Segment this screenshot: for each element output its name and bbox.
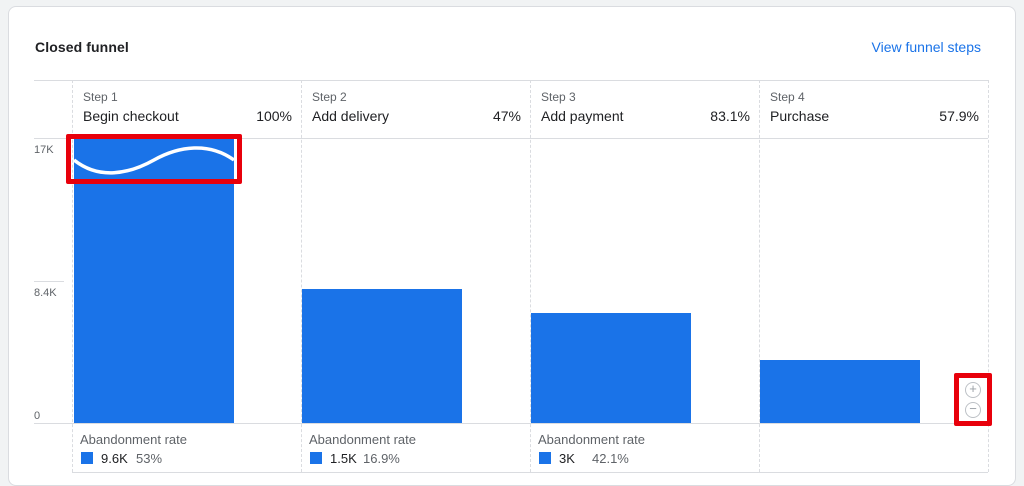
zoom-in-icon[interactable]: + <box>965 382 981 398</box>
bar-break-highlight <box>66 134 242 184</box>
step-1-abandonment-rate: 53% <box>136 451 163 466</box>
step-1-number: Step 1 <box>83 90 118 104</box>
step-3-bar[interactable] <box>531 312 691 423</box>
step-1-bar[interactable] <box>74 139 234 423</box>
header-top-line <box>34 80 988 81</box>
step-1-percent: 100% <box>256 108 292 124</box>
y-axis-tick-mid <box>34 281 64 282</box>
step-2-abandonment-swatch <box>310 452 322 464</box>
zoom-out-icon[interactable]: − <box>965 402 981 418</box>
step-2-bar[interactable] <box>302 289 462 423</box>
step-2-percent: 47% <box>492 108 521 124</box>
column-separator <box>72 80 73 472</box>
step-2-abandonment-count: 1.5K <box>330 451 357 466</box>
step-4-name: Purchase <box>770 108 830 124</box>
y-axis-label-mid: 8.4K <box>34 287 57 299</box>
y-axis-label-zero: 0 <box>34 410 41 422</box>
zoom-controls-highlight <box>954 373 992 426</box>
step-3-abandonment-count: 3K <box>559 451 575 466</box>
step-2-number: Step 2 <box>312 90 347 104</box>
step-4-percent: 57.9% <box>939 108 979 124</box>
step-3-name: Add payment <box>541 108 624 124</box>
axis-break-wave-icon <box>74 146 234 175</box>
step-1-abandonment-count: 9.6K <box>101 451 128 466</box>
step-3-number: Step 3 <box>541 90 576 104</box>
step-1-abandonment-label: Abandonment rate <box>80 432 187 447</box>
step-3-percent: 83.1% <box>710 108 750 124</box>
step-3-abandonment-rate: 42.1% <box>592 451 629 466</box>
column-separator <box>988 80 989 472</box>
step-3-abandonment-label: Abandonment rate <box>538 432 645 447</box>
step-3-abandonment-swatch <box>539 452 551 464</box>
column-separator <box>759 80 760 472</box>
column-separator <box>301 80 302 472</box>
card-title: Closed funnel <box>35 39 129 55</box>
baseline <box>34 423 988 424</box>
step-2-abandonment-rate: 16.9% <box>363 451 400 466</box>
footer-bottom-line <box>72 472 988 473</box>
step-2-name: Add delivery <box>312 108 390 124</box>
step-1-name: Begin checkout <box>83 108 179 124</box>
view-funnel-steps-link[interactable]: View funnel steps <box>871 39 981 55</box>
y-axis-label-max: 17K <box>34 144 54 156</box>
step-2-abandonment-label: Abandonment rate <box>309 432 416 447</box>
step-1-abandonment-swatch <box>81 452 93 464</box>
step-4-bar[interactable] <box>760 359 920 423</box>
step-4-number: Step 4 <box>770 90 805 104</box>
header-bottom-line <box>34 138 988 139</box>
column-separator <box>530 80 531 472</box>
